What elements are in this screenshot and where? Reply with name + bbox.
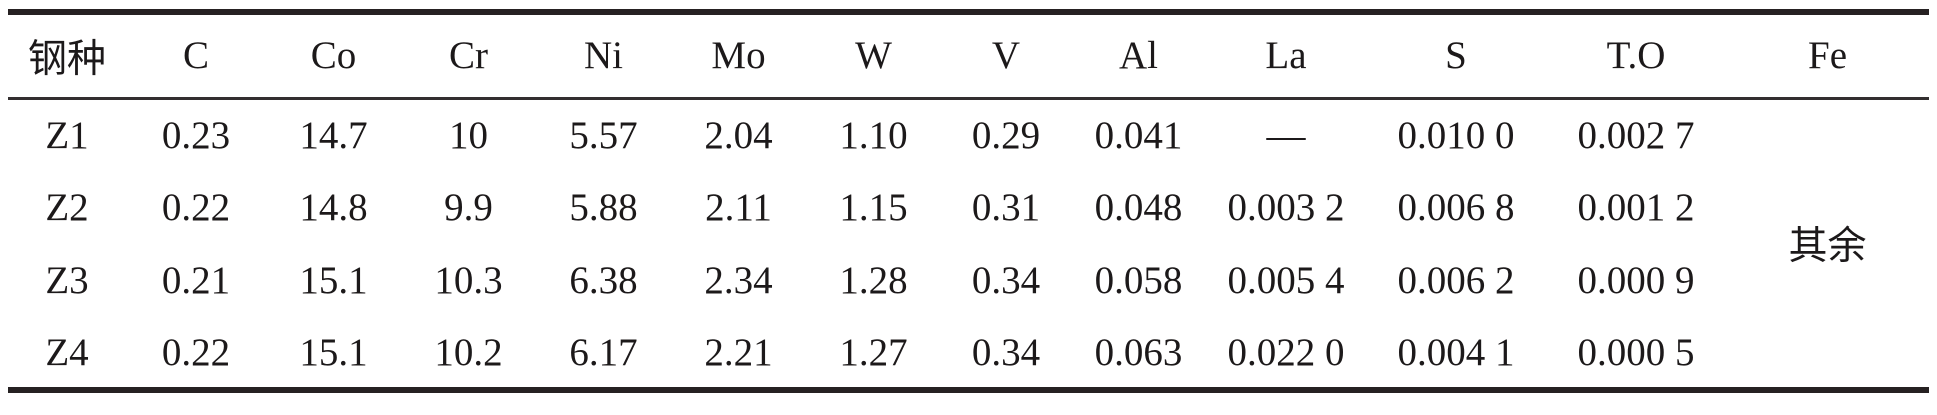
table-row-z3: Z3 0.21 15.1 10.3 6.38 2.34 1.28 0.34 0.… [8,244,1929,317]
cell-Ni: 5.88 [569,186,638,229]
steel-composition-table: 钢种 C Co Cr Ni Mo W V Al La S T.O Fe Z1 0… [8,9,1929,393]
header-Cr: Cr [401,12,536,100]
cell-W: 1.27 [839,330,908,374]
cell-Ni: 6.38 [569,259,638,302]
cell-Cr: 10.3 [434,259,503,302]
cell-Ni: 6.17 [569,330,638,374]
cell-W: 1.28 [839,259,908,302]
cell-W: 1.10 [839,113,908,157]
cell-V: 0.34 [971,330,1041,374]
header-S: S [1366,12,1546,100]
cell-Mo: 2.34 [704,259,773,302]
cell-Co: 15.1 [299,330,368,374]
cell-Cr: 9.9 [444,186,493,229]
cell-S: 0.010 0 [1397,113,1515,157]
header-Al: Al [1071,12,1206,100]
cell-Cr: 10.2 [434,330,503,374]
cell-W: 1.15 [839,186,908,229]
cell-Fe-balance: 其余 [1788,225,1867,269]
cell-steel-grade: Z1 [45,113,89,157]
header-W: W [806,12,941,100]
cell-V: 0.29 [971,113,1041,157]
table-row-z2: Z2 0.22 14.8 9.9 5.88 2.11 1.15 0.31 0.0… [8,171,1929,244]
header-row: 钢种 C Co Cr Ni Mo W V Al La S T.O Fe [8,12,1929,100]
cell-S: 0.006 2 [1397,259,1515,302]
cell-Co: 14.7 [299,113,368,157]
cell-Co: 14.8 [299,186,368,229]
cell-Cr: 10 [449,113,488,157]
cell-La: 0.005 4 [1227,259,1345,302]
cell-TO: 0.000 5 [1577,330,1695,374]
cell-steel-grade: Z3 [45,259,89,302]
header-steel-grade: 钢种 [8,12,126,100]
cell-S: 0.004 1 [1397,330,1515,374]
table-body: Z1 0.23 14.7 10 5.57 2.04 1.10 0.29 0.04… [8,98,1929,390]
header-La: La [1206,12,1366,100]
cell-C: 0.22 [161,330,231,374]
cell-Mo: 2.21 [704,330,773,374]
header-Fe: Fe [1726,12,1929,100]
cell-C: 0.22 [161,186,231,229]
cell-steel-grade: Z2 [45,186,89,229]
cell-Ni: 5.57 [569,113,638,157]
cell-TO: 0.000 9 [1577,259,1695,302]
cell-Mo: 2.11 [705,186,772,229]
cell-Mo: 2.04 [704,113,773,157]
cell-Al: 0.041 [1094,113,1183,157]
cell-V: 0.34 [971,259,1041,302]
header-C: C [126,12,266,100]
table-row-z4: Z4 0.22 15.1 10.2 6.17 2.21 1.27 0.34 0.… [8,317,1929,390]
header-Co: Co [266,12,401,100]
cell-V: 0.31 [971,186,1041,229]
cell-C: 0.21 [161,259,231,302]
header-Mo: Mo [671,12,806,100]
table-row-z1: Z1 0.23 14.7 10 5.57 2.04 1.10 0.29 0.04… [8,98,1929,269]
cell-C: 0.23 [161,113,231,157]
cell-La: 0.022 0 [1227,330,1345,374]
header-Ni: Ni [536,12,671,100]
header-TO: T.O [1546,12,1726,100]
cell-Co: 15.1 [299,259,368,302]
cell-S: 0.006 8 [1397,186,1515,229]
table-header: 钢种 C Co Cr Ni Mo W V Al La S T.O Fe [8,12,1929,100]
cell-steel-grade: Z4 [45,330,89,374]
cell-TO: 0.002 7 [1577,113,1695,157]
cell-Al: 0.048 [1094,186,1183,229]
cell-TO: 0.001 2 [1577,186,1695,229]
header-V: V [941,12,1071,100]
cell-La: — [1266,113,1306,157]
cell-Al: 0.063 [1094,330,1183,374]
cell-Al: 0.058 [1094,259,1183,302]
cell-La: 0.003 2 [1227,186,1345,229]
